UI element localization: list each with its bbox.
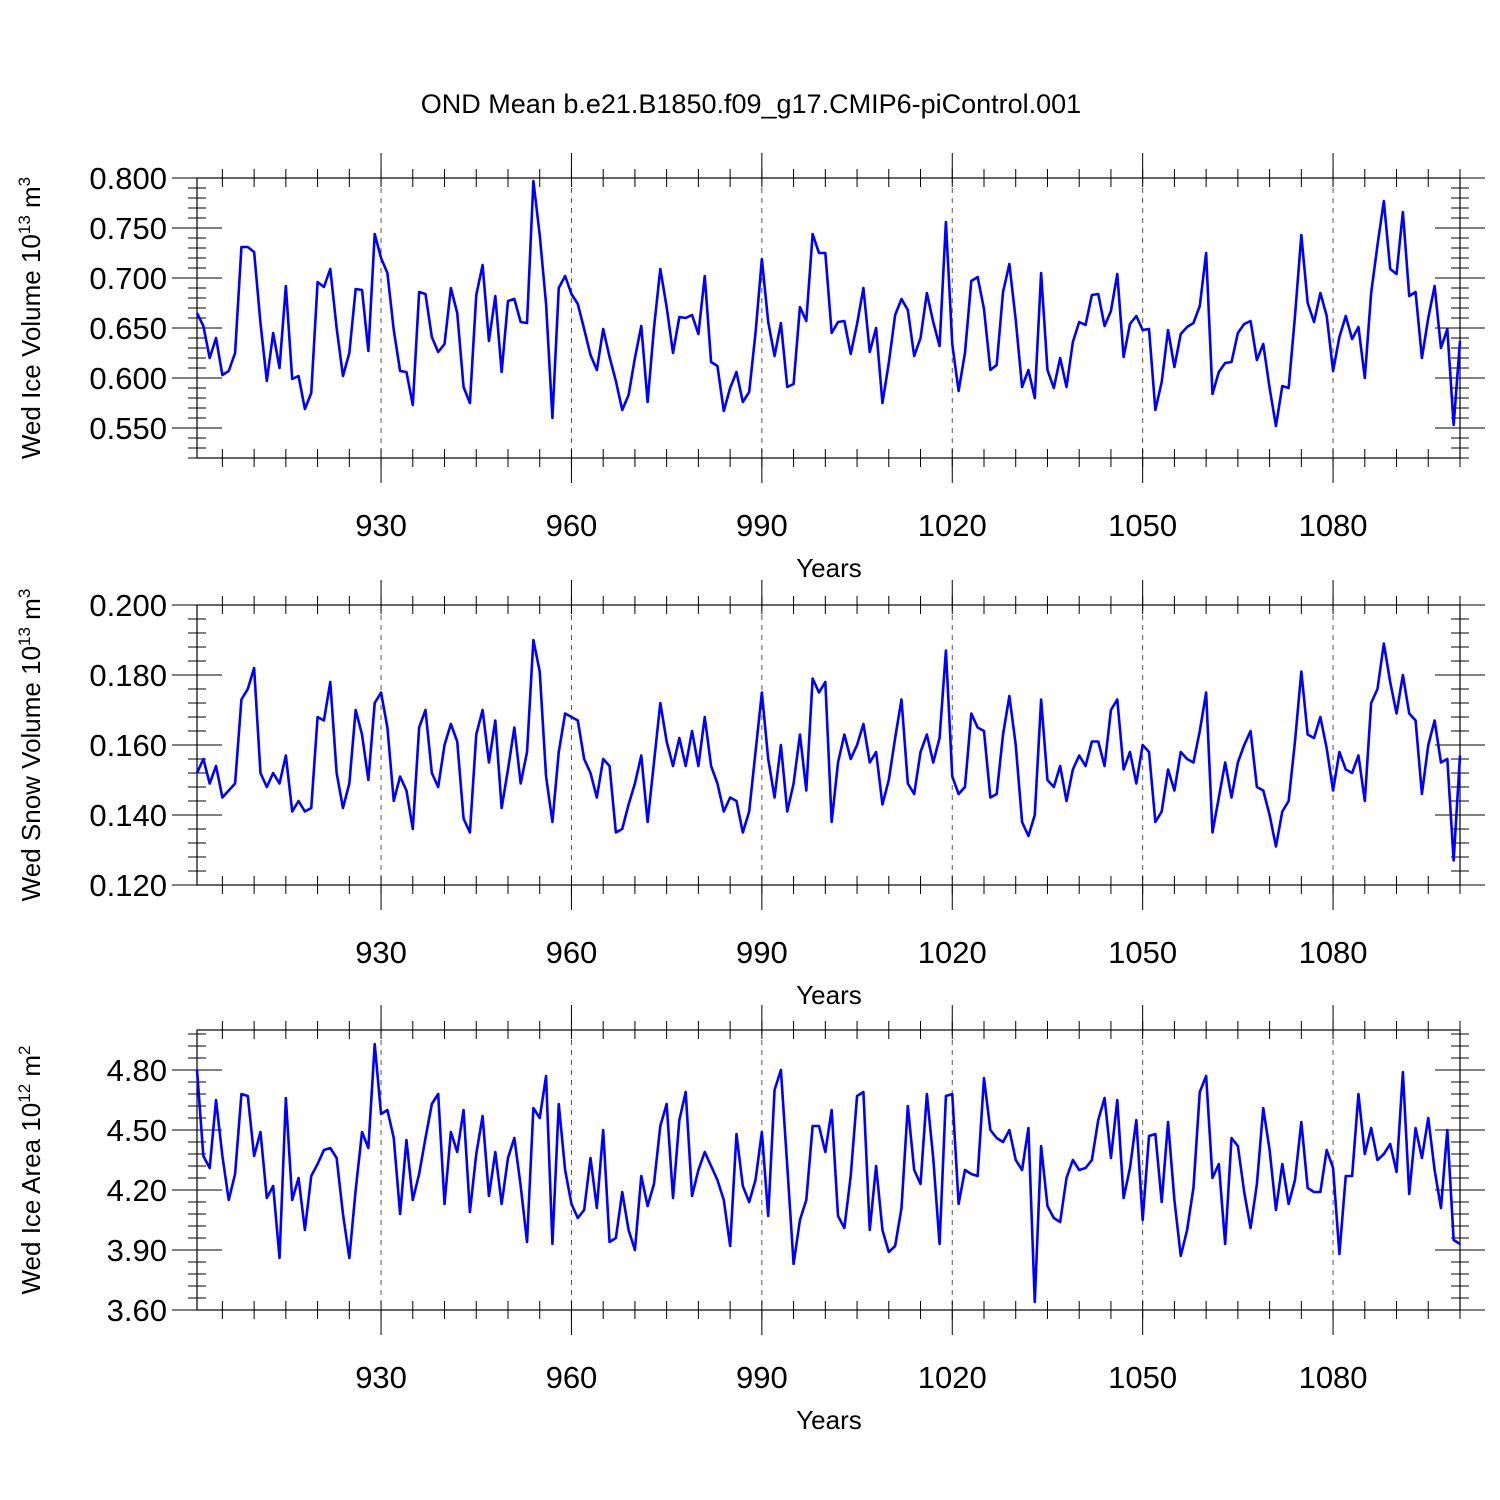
y-axis-label: Wed Ice Volume 1013 m3 — [15, 177, 46, 459]
x-tick-label: 1080 — [1299, 935, 1368, 970]
y-tick-label: 3.60 — [107, 1293, 167, 1328]
y-tick-label: 0.800 — [89, 161, 167, 196]
x-axis-label: Years — [796, 980, 862, 1010]
x-tick-label: 960 — [546, 1360, 598, 1395]
y-tick-label: 3.90 — [107, 1233, 167, 1268]
series-line — [195, 638, 1462, 862]
x-tick-label: 1050 — [1108, 508, 1177, 543]
x-tick-label: 960 — [546, 508, 598, 543]
x-tick-label: 990 — [736, 935, 788, 970]
y-tick-label: 0.200 — [89, 588, 167, 623]
chart-title: OND Mean b.e21.B1850.f09_g17.CMIP6-piCon… — [421, 89, 1081, 119]
x-tick-label: 930 — [355, 935, 407, 970]
x-tick-label: 990 — [736, 1360, 788, 1395]
x-axis-label: Years — [796, 553, 862, 583]
plot-frame — [196, 604, 1461, 886]
y-tick-label: 0.600 — [89, 361, 167, 396]
chart-panel-3: 3.60 3.90 4.20 4.50 4.80 930 960 990 1020 1050 108… — [15, 1005, 1485, 1435]
series-line — [195, 179, 1462, 428]
y-tick-label: 0.550 — [89, 411, 167, 446]
x-tick-label: 960 — [546, 935, 598, 970]
y-tick-label: 0.650 — [89, 311, 167, 346]
y-axis-label: Wed Ice Area 1012 m2 — [15, 1045, 46, 1294]
x-axis-label: Years — [796, 1405, 862, 1435]
y-tick-label: 4.50 — [107, 1113, 167, 1148]
x-tick-label: 1020 — [918, 508, 987, 543]
plot-frame — [196, 1029, 1461, 1311]
x-tick-label: 990 — [736, 508, 788, 543]
y-tick-label: 0.160 — [89, 728, 167, 763]
chart-panel-1: 0.550 0.600 0.650 0.700 0.750 0.800 930 960 990 1… — [15, 153, 1485, 583]
chart-panel-2: 0.120 0.140 0.160 0.180 0.200 930 960 990 1020 10… — [15, 580, 1485, 1010]
x-tick-label: 1080 — [1299, 508, 1368, 543]
panels: 0.550 0.600 0.650 0.700 0.750 0.800 930 960 990 1… — [15, 153, 1485, 1435]
y-tick-label: 0.700 — [89, 261, 167, 296]
y-tick-label: 4.80 — [107, 1053, 167, 1088]
plot-frame — [196, 177, 1461, 459]
x-tick-label: 1020 — [918, 935, 987, 970]
y-tick-label: 0.750 — [89, 211, 167, 246]
y-axis-label: Wed Snow Volume 1013 m3 — [15, 589, 46, 902]
x-tick-label: 1020 — [918, 1360, 987, 1395]
x-tick-label: 1050 — [1108, 1360, 1177, 1395]
y-tick-label: 0.180 — [89, 658, 167, 693]
y-tick-label: 4.20 — [107, 1173, 167, 1208]
x-tick-label: 1080 — [1299, 1360, 1368, 1395]
series-line — [195, 1042, 1461, 1304]
x-tick-label: 930 — [355, 508, 407, 543]
x-tick-label: 1050 — [1108, 935, 1177, 970]
x-tick-label: 930 — [355, 1360, 407, 1395]
y-tick-label: 0.120 — [89, 868, 167, 903]
y-tick-label: 0.140 — [89, 798, 167, 833]
